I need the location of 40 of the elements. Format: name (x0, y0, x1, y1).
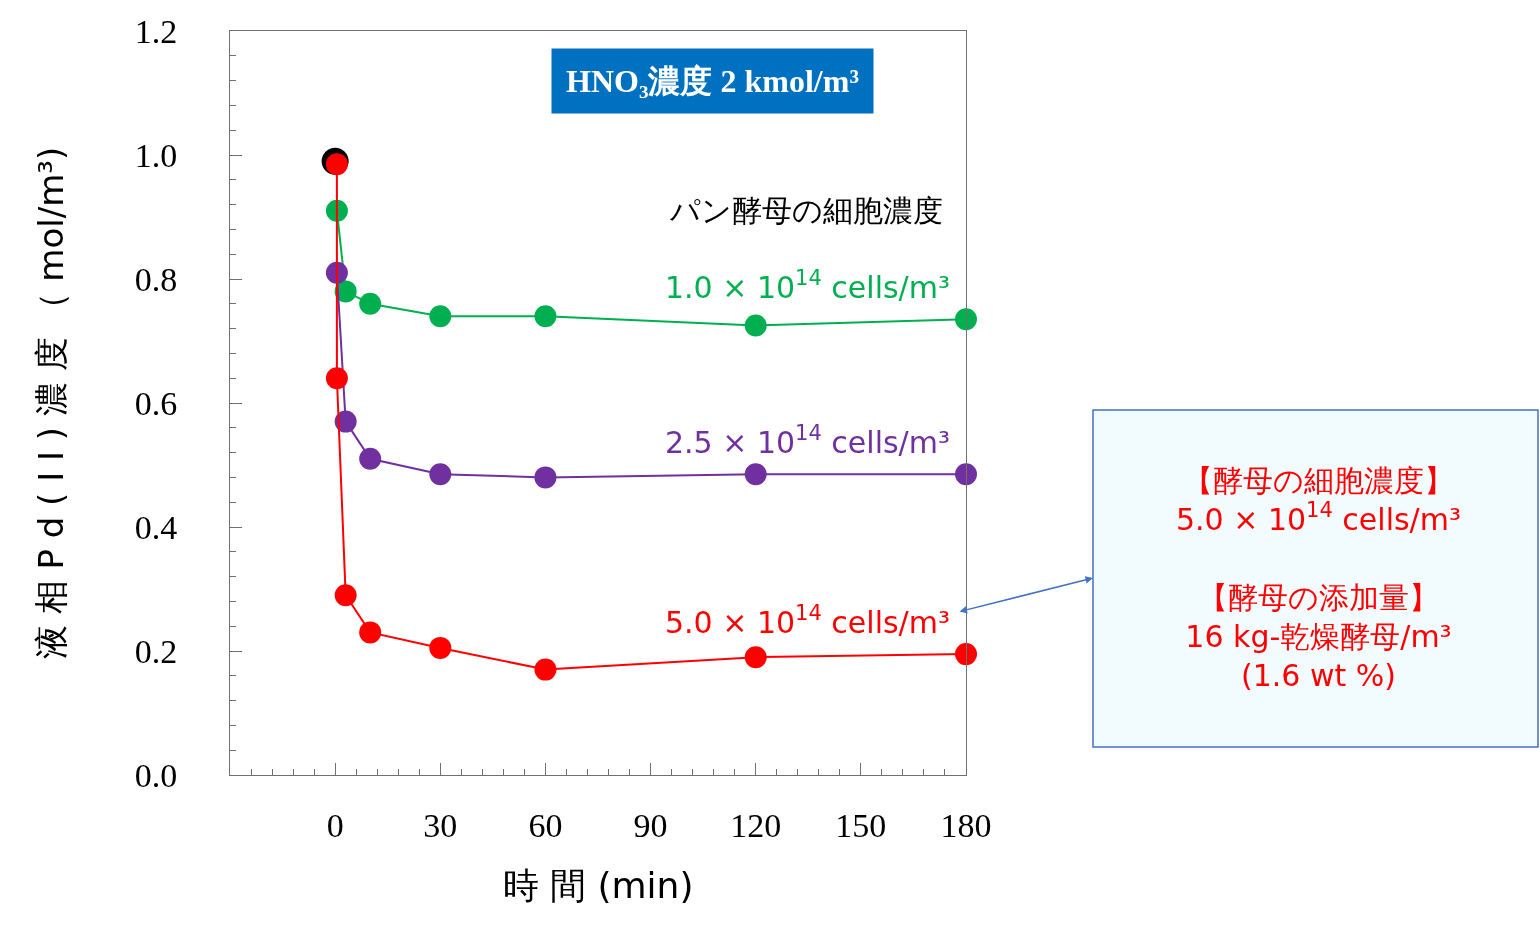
x-tick-label: 60 (528, 806, 563, 844)
point (429, 636, 452, 659)
series-label: 1.0 × 10$^{14}$ cells/m³ (665, 266, 950, 305)
y-tick-label: 0.2 (134, 632, 178, 670)
point (429, 463, 452, 486)
y-axis-title: 液 相 P d ( I I ) 濃 度 （ mol/m³) (31, 146, 72, 660)
point (429, 305, 452, 328)
text: HNO₃濃度 2 kmol/m³ (566, 63, 859, 99)
x-tick-label: 180 (940, 806, 992, 844)
y-tick-label: 1.0 (134, 136, 178, 174)
y-tick-label: 1.2 (134, 12, 178, 50)
text: 【酵母の細胞濃度】 5.0 × 10$^{14}$ cells/m³ 【酵母の添加量】 16 kg-乾燥酵母/m³ (1.6 wt %) (1176, 463, 1461, 693)
y-tick-label: 0.4 (134, 508, 178, 546)
x-tick-label: 150 (835, 806, 887, 844)
point (334, 584, 357, 607)
y-tick-label: 0.0 (134, 756, 178, 794)
series-label: 5.0 × 10$^{14}$ cells/m³ (665, 601, 950, 640)
point (359, 447, 382, 470)
legend-title: パン酵母の細胞濃度 (669, 193, 943, 228)
y-tick-label: 0.6 (134, 384, 178, 422)
x-axis-title: 時 間 (min) (502, 865, 694, 907)
point (744, 646, 767, 669)
y-tick-label: 0.8 (134, 260, 178, 298)
point (744, 463, 767, 486)
x-tick-label: 90 (633, 806, 668, 844)
point (534, 305, 557, 328)
point (955, 463, 977, 486)
point (534, 466, 557, 489)
point (334, 410, 357, 433)
point (955, 643, 977, 666)
point (359, 621, 382, 644)
point (325, 367, 348, 390)
point (744, 314, 767, 337)
x-tick-label: 0 (326, 806, 344, 844)
x-tick-label: 30 (423, 806, 458, 844)
x-tick-label: 120 (730, 806, 782, 844)
point (534, 658, 557, 681)
point (359, 292, 382, 315)
point (955, 308, 977, 331)
series-label: 2.5 × 10$^{14}$ cells/m³ (665, 421, 950, 460)
